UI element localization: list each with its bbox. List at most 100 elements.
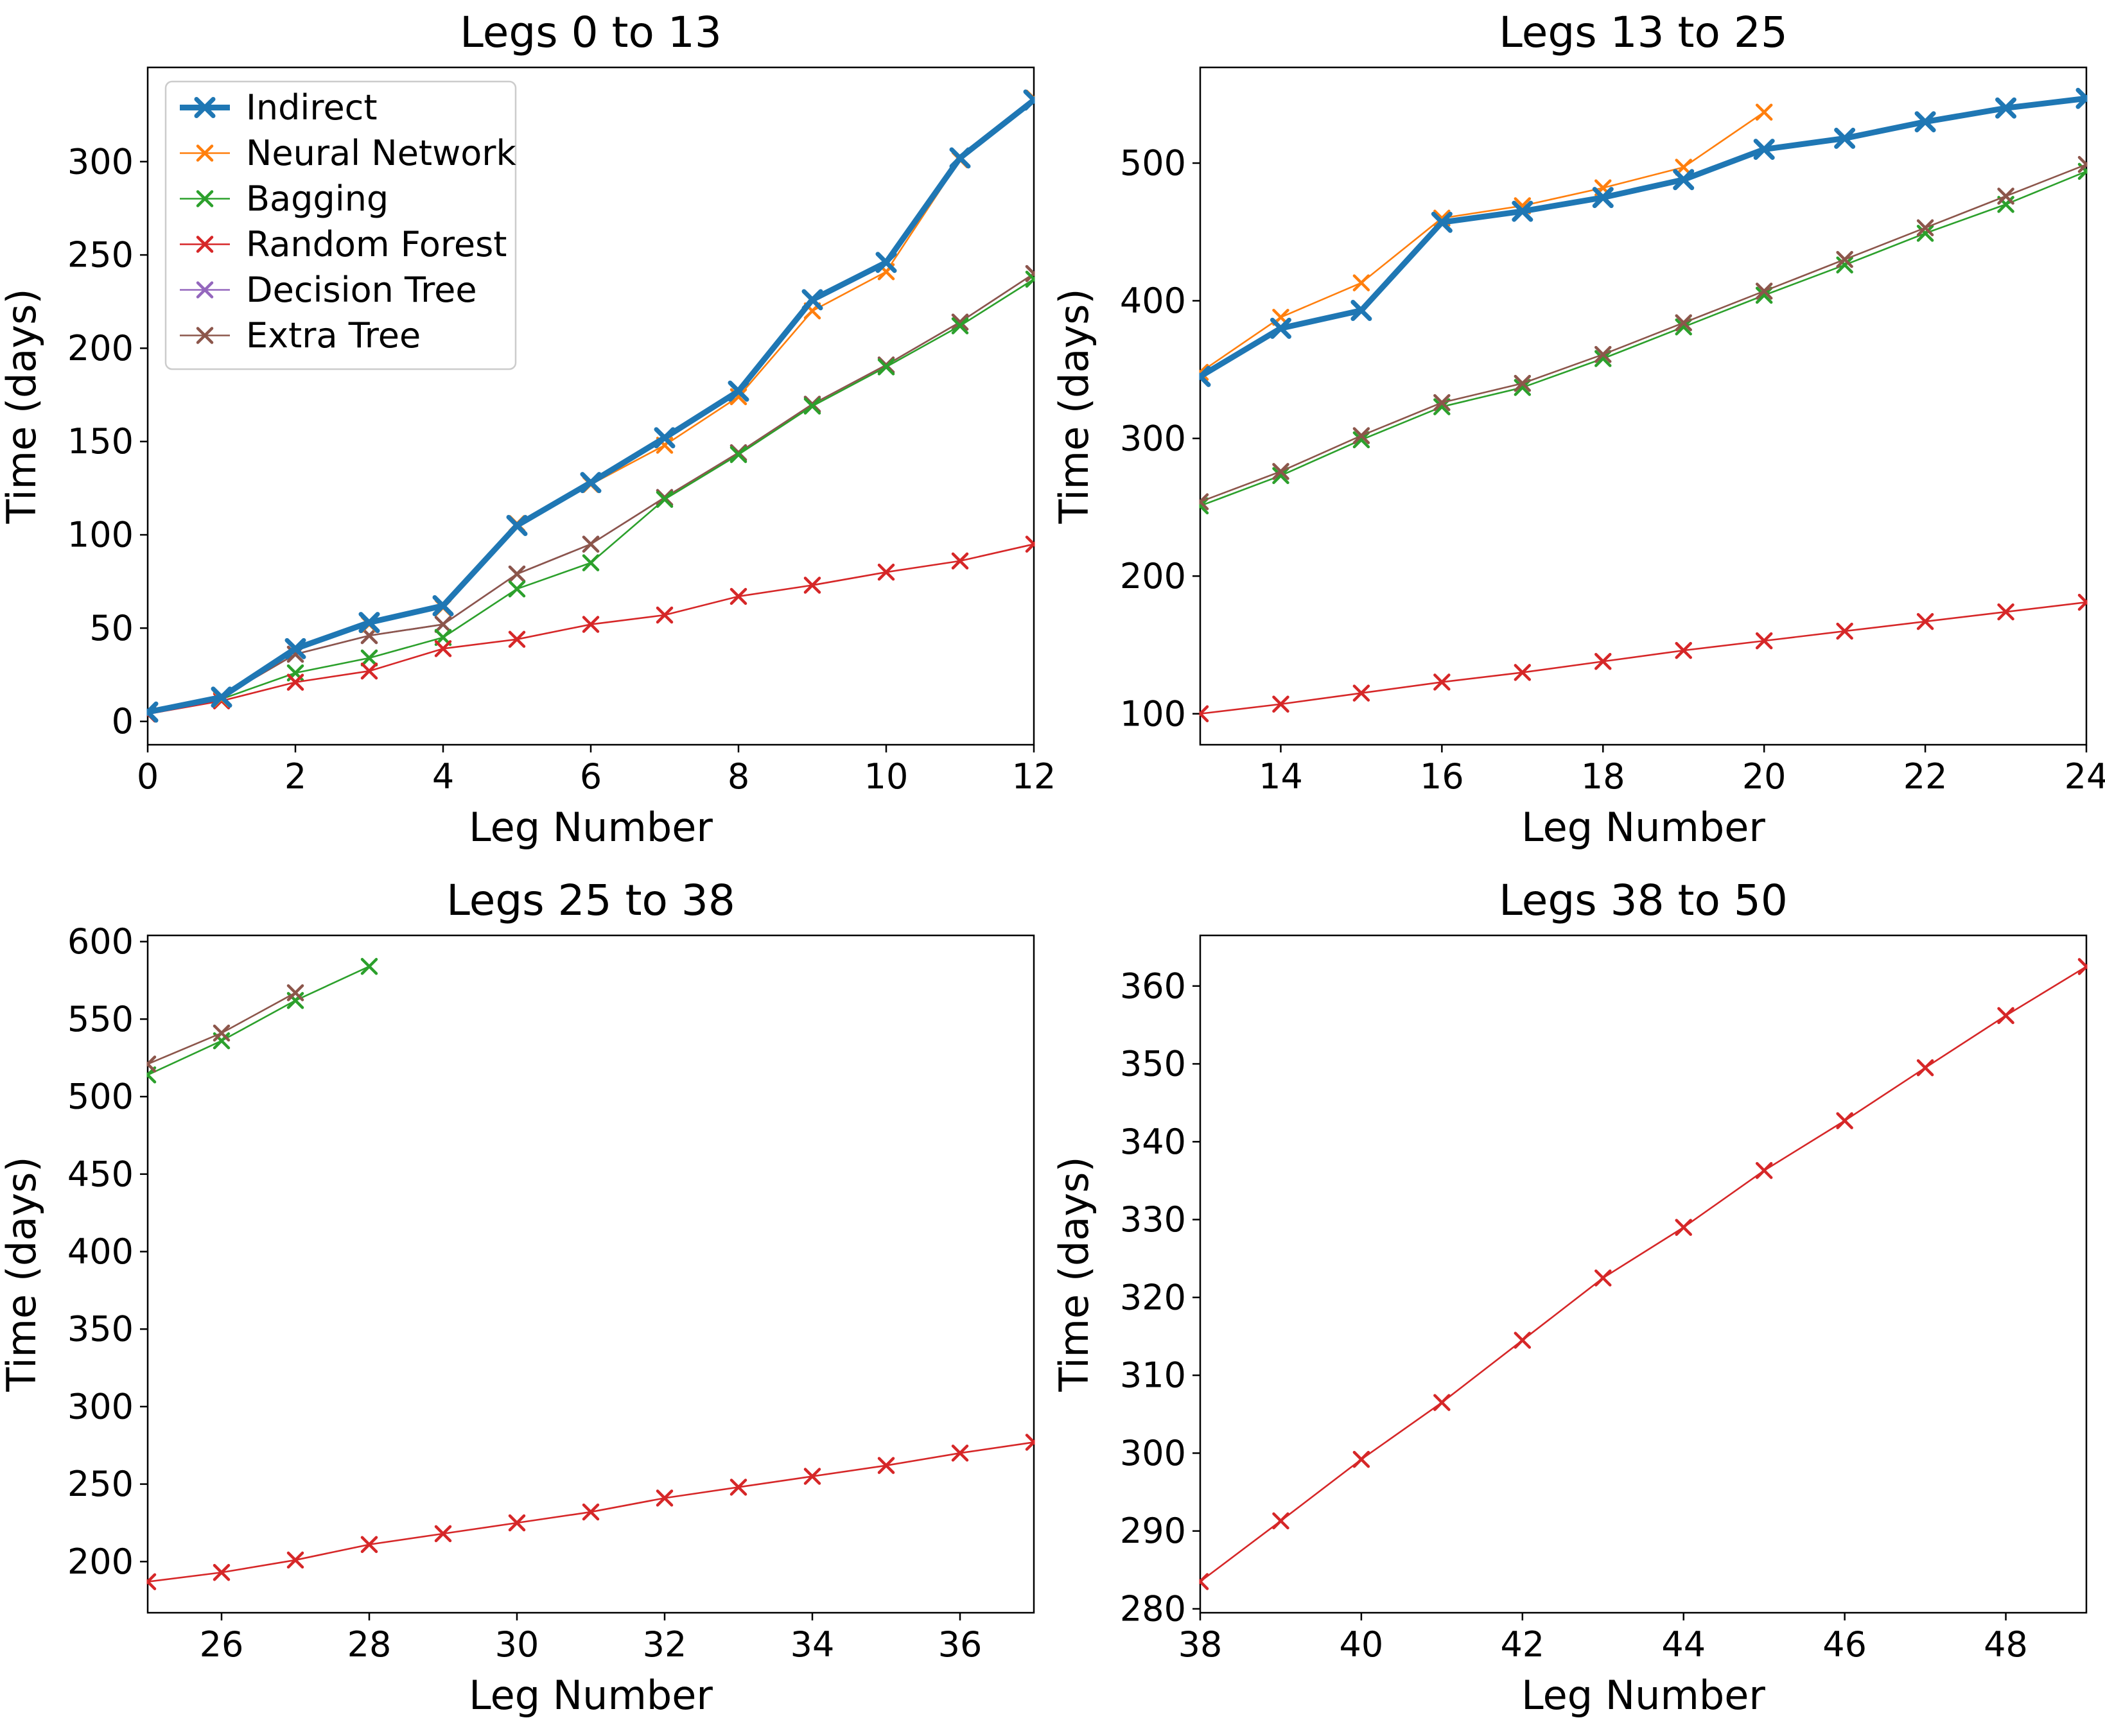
chart-legs-38-to-50: 38 40 42 44 46 48 280 290 300 310 320 330 340 350 360 L… xyxy=(1052,868,2105,1736)
x-axis-label: Leg Number xyxy=(469,1672,713,1719)
legend-sample-marker xyxy=(196,236,214,253)
x-tick-label: 8 xyxy=(728,756,749,797)
series-random-forest xyxy=(146,1434,1035,1590)
y-tick-label: 250 xyxy=(67,1464,134,1504)
x-tick-label: 46 xyxy=(1822,1624,1867,1665)
y-axis-label: Time (days) xyxy=(1052,1156,1097,1392)
x-tick-label: 26 xyxy=(200,1624,244,1665)
x-tick-label: 6 xyxy=(580,756,602,797)
x-tick-label: 48 xyxy=(1984,1624,2028,1665)
axes-spines xyxy=(1199,66,2088,746)
series-markers xyxy=(1199,958,2088,1590)
x-tick-label: 38 xyxy=(1178,1624,1223,1665)
y-tick-label: 350 xyxy=(1120,1044,1186,1084)
axes-spines xyxy=(146,934,1035,1614)
series-markers xyxy=(146,984,304,1073)
legend: Indirect Neural Network Bagging Random Fore… xyxy=(164,80,517,370)
chart-legs-13-to-25: 14 16 18 20 22 24 100 200 300 400 500 Legs 13 to 25… xyxy=(1052,0,2105,868)
series-indirect xyxy=(146,89,1035,723)
legend-label: Indirect xyxy=(246,87,378,128)
series-neural-network xyxy=(1199,103,1773,381)
y-tick-label: 500 xyxy=(1120,143,1186,184)
y-axis-label: Time (days) xyxy=(1052,288,1097,524)
legend-entry-extra-tree: Extra Tree xyxy=(180,315,421,356)
x-tick-label: 0 xyxy=(137,756,159,797)
y-tick-label: 600 xyxy=(67,921,134,962)
y-tick-label: 150 xyxy=(67,421,134,462)
legend-entry-random-forest: Random Forest xyxy=(180,224,507,265)
series-line xyxy=(1200,163,2087,503)
y-tick-label: 200 xyxy=(67,328,134,369)
y-tick-label: 550 xyxy=(67,999,134,1039)
y-tick-label: 360 xyxy=(1120,966,1186,1006)
y-tick-label: 450 xyxy=(67,1154,134,1194)
axes-legs-38-to-50: 38 40 42 44 46 48 280 290 300 310 320 330 340 350 360 xyxy=(1120,934,2088,1665)
series-extra-tree xyxy=(1199,155,2088,510)
x-tick-label: 44 xyxy=(1661,1624,1706,1665)
legend-sample-marker xyxy=(196,327,214,344)
series-extra-tree xyxy=(146,984,304,1073)
y-axis-label: Time (days) xyxy=(0,288,45,524)
series-markers xyxy=(1199,593,2088,722)
y-tick-label: 500 xyxy=(67,1077,134,1117)
series-markers xyxy=(1199,162,2088,515)
x-tick-label: 4 xyxy=(432,756,454,797)
chart-title: Legs 38 to 50 xyxy=(1499,876,1788,925)
y-tick-label: 350 xyxy=(67,1309,134,1350)
series-line xyxy=(1200,170,2087,507)
series-markers xyxy=(146,1434,1035,1590)
x-tick-label: 16 xyxy=(1420,756,1464,797)
series-markers xyxy=(1199,87,2088,387)
y-axis-label: Time (days) xyxy=(0,1156,45,1392)
x-tick-label: 34 xyxy=(790,1624,835,1665)
y-tick-label: 300 xyxy=(67,1386,134,1427)
legend-entry-decision-tree: Decision Tree xyxy=(180,270,477,310)
y-tick-label: 300 xyxy=(1120,418,1186,458)
y-tick-label: 290 xyxy=(1120,1511,1186,1551)
x-tick-label: 12 xyxy=(1012,756,1052,797)
x-tick-label: 2 xyxy=(284,756,306,797)
series-markers xyxy=(1199,155,2088,510)
chart-title: Legs 13 to 25 xyxy=(1499,8,1788,57)
legend-entry-neural-network: Neural Network xyxy=(180,133,516,173)
chart-legs-0-to-13: 0 2 4 6 8 10 12 0 50 100 150 200 250 300 Legs 0 to 13 L… xyxy=(0,0,1052,868)
y-tick-label: 100 xyxy=(67,515,134,555)
legend-sample-marker xyxy=(196,144,214,162)
legend-entry-indirect: Indirect xyxy=(180,87,378,128)
series-random-forest xyxy=(1199,593,2088,722)
axes-legs-25-to-38: 26 28 30 32 34 36 200 250 300 350 400 450 500 550 600 xyxy=(67,921,1035,1665)
legend-label: Bagging xyxy=(246,178,389,219)
legend-label: Random Forest xyxy=(246,224,507,265)
series-indirect xyxy=(1199,87,2088,387)
y-tick-label: 50 xyxy=(89,608,134,648)
legend-box xyxy=(164,80,517,370)
series-line xyxy=(1200,111,1765,374)
axes-spines xyxy=(1199,934,2088,1614)
series-random-forest xyxy=(146,535,1035,723)
y-tick-label: 300 xyxy=(67,141,134,182)
chart-title: Legs 25 to 38 xyxy=(446,876,735,925)
x-tick-label: 42 xyxy=(1500,1624,1544,1665)
axes-legs-13-to-25: 14 16 18 20 22 24 100 200 300 400 500 xyxy=(1120,66,2105,797)
x-tick-label: 18 xyxy=(1581,756,1625,797)
series-line xyxy=(1200,966,2087,1583)
legend-sample-marker xyxy=(194,97,216,118)
y-tick-label: 400 xyxy=(67,1231,134,1272)
series-bagging xyxy=(146,958,378,1084)
y-tick-label: 0 xyxy=(112,701,134,742)
series-markers xyxy=(146,89,1035,723)
series-markers xyxy=(1199,103,1773,381)
chart-legs-25-to-38: 26 28 30 32 34 36 200 250 300 350 400 450 500 550 600 L… xyxy=(0,868,1052,1736)
y-tick-label: 330 xyxy=(1120,1199,1186,1240)
y-tick-label: 280 xyxy=(1120,1588,1186,1629)
x-axis-label: Leg Number xyxy=(469,804,713,851)
y-tick-label: 300 xyxy=(1120,1433,1186,1473)
series-line xyxy=(147,543,1035,715)
y-tick-label: 200 xyxy=(1120,556,1186,596)
y-tick-label: 340 xyxy=(1120,1122,1186,1162)
x-tick-label: 28 xyxy=(347,1624,392,1665)
chart-title: Legs 0 to 13 xyxy=(460,8,722,57)
y-tick-label: 250 xyxy=(67,235,134,275)
series-line xyxy=(147,992,296,1065)
x-tick-label: 40 xyxy=(1340,1624,1384,1665)
